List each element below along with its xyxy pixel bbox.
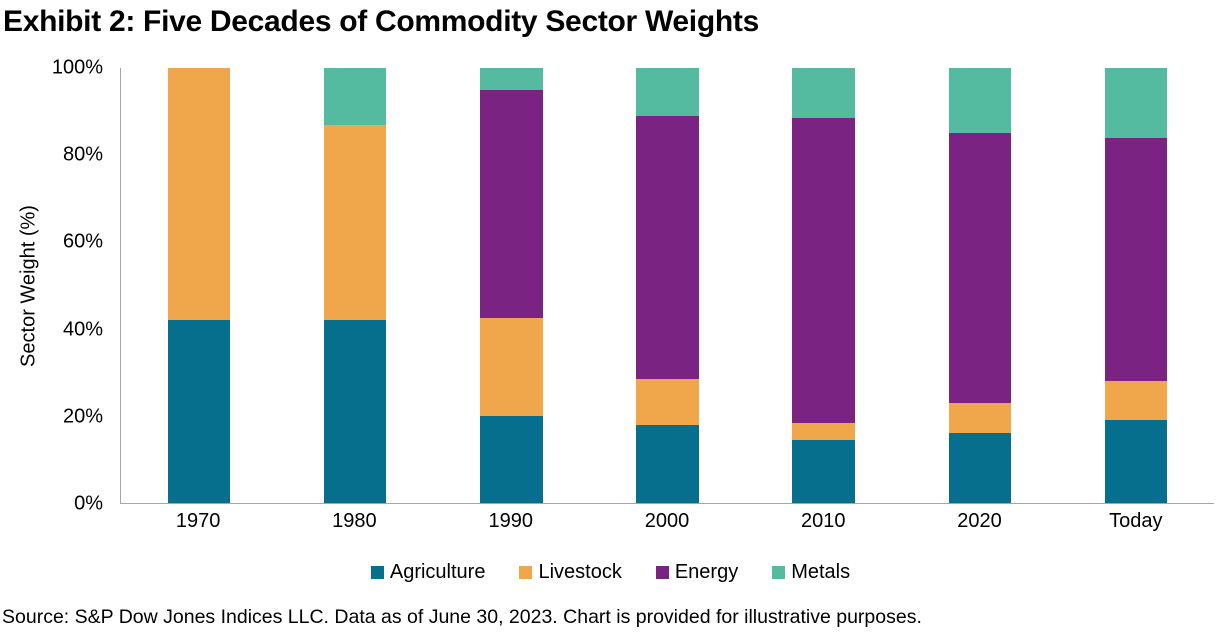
bar-slot-2000 bbox=[589, 68, 745, 503]
bar-segment-1990-agriculture bbox=[480, 416, 543, 503]
legend-item-livestock: Livestock bbox=[519, 561, 622, 584]
bar-segment-2000-energy bbox=[636, 115, 699, 380]
stacked-bar-2020 bbox=[948, 68, 1011, 503]
bar-segment-2010-livestock bbox=[792, 422, 855, 440]
legend-swatch-icon-agriculture bbox=[370, 566, 384, 579]
bar-slot-1990 bbox=[433, 68, 589, 503]
bar-slot-2010 bbox=[746, 68, 902, 503]
bar-segment-2010-agriculture bbox=[792, 439, 855, 503]
bar-segment-2020-livestock bbox=[948, 402, 1011, 434]
legend-label-energy: Energy bbox=[674, 561, 739, 583]
bar-segment-2010-energy bbox=[792, 118, 855, 423]
legend-label-livestock: Livestock bbox=[538, 561, 622, 583]
bar-segment-today-energy bbox=[1104, 137, 1168, 382]
stacked-bar-today bbox=[1104, 68, 1168, 503]
x-axis-label-2010: 2010 bbox=[801, 510, 846, 532]
legend-label-agriculture: Agriculture bbox=[389, 561, 486, 583]
bar-segment-2020-energy bbox=[948, 133, 1011, 403]
plot-area bbox=[120, 68, 1214, 504]
legend: Agriculture Livestock Energy Metals bbox=[0, 561, 1221, 584]
y-tick-label-20-: 20% bbox=[62, 405, 103, 428]
bar-segment-1990-energy bbox=[480, 89, 543, 319]
chart-title: Exhibit 2: Five Decades of Commodity Sec… bbox=[3, 5, 759, 38]
legend-item-energy: Energy bbox=[655, 561, 739, 584]
x-axis-labels: 1970 1980 1990 2000 2010 2020 Today bbox=[120, 510, 1214, 533]
bar-segment-today-agriculture bbox=[1104, 420, 1168, 503]
stacked-bar-2000 bbox=[636, 68, 699, 503]
bar-segment-2020-agriculture bbox=[948, 433, 1011, 503]
stacked-bar-2010 bbox=[792, 68, 855, 503]
legend-label-metals: Metals bbox=[791, 561, 851, 583]
bar-slot-1980 bbox=[277, 68, 433, 503]
y-tick-label-80-: 80% bbox=[62, 143, 103, 166]
stacked-bar-1990 bbox=[480, 68, 543, 503]
legend-swatch-icon-metals bbox=[772, 566, 786, 579]
source-note: Source: S&P Dow Jones Indices LLC. Data … bbox=[2, 606, 922, 628]
bar-slot-2020 bbox=[902, 68, 1058, 503]
bar-segment-2000-agriculture bbox=[636, 424, 699, 503]
legend-item-metals: Metals bbox=[772, 561, 850, 584]
y-tick-label-60-: 60% bbox=[62, 230, 103, 253]
bar-segment-today-metals bbox=[1104, 68, 1168, 138]
bar-segment-2000-metals bbox=[636, 68, 699, 116]
legend-swatch-icon-energy bbox=[655, 566, 669, 579]
bar-segment-1970-livestock bbox=[167, 68, 231, 321]
stacked-bar-1970 bbox=[167, 68, 231, 503]
y-axis-ticks: 0% 20% 40% 60% 80% 100% bbox=[0, 57, 103, 515]
legend-swatch-icon-livestock bbox=[519, 566, 533, 579]
y-tick-label-100-: 100% bbox=[51, 56, 103, 79]
x-axis-label-2000: 2000 bbox=[644, 510, 690, 532]
bar-slot-today bbox=[1058, 68, 1214, 503]
y-axis-title: Sector Weight (%) bbox=[17, 205, 40, 367]
x-axis-label-today: Today bbox=[1109, 510, 1163, 532]
stacked-bar-1980 bbox=[323, 68, 387, 503]
x-axis-label-1990: 1990 bbox=[488, 510, 533, 532]
x-axis-label-1970: 1970 bbox=[175, 510, 221, 532]
bar-segment-1980-metals bbox=[323, 68, 387, 125]
bar-slot-1970 bbox=[121, 68, 277, 503]
bar-segment-1970-agriculture bbox=[167, 320, 231, 503]
bar-segment-1990-livestock bbox=[480, 318, 543, 416]
bar-segment-1980-livestock bbox=[323, 124, 387, 321]
bar-segment-today-livestock bbox=[1104, 381, 1168, 421]
bar-segment-1990-metals bbox=[480, 68, 543, 90]
bar-segment-1980-agriculture bbox=[323, 320, 387, 503]
bar-segment-2020-metals bbox=[948, 68, 1011, 134]
x-axis-label-1980: 1980 bbox=[332, 510, 377, 532]
bar-segment-2000-livestock bbox=[636, 379, 699, 425]
bar-segment-2010-metals bbox=[792, 68, 855, 119]
y-tick-label-40-: 40% bbox=[62, 318, 103, 341]
y-tick-label-0-: 0% bbox=[74, 492, 103, 515]
x-axis-label-2020: 2020 bbox=[957, 510, 1002, 532]
legend-item-agriculture: Agriculture bbox=[370, 561, 486, 584]
